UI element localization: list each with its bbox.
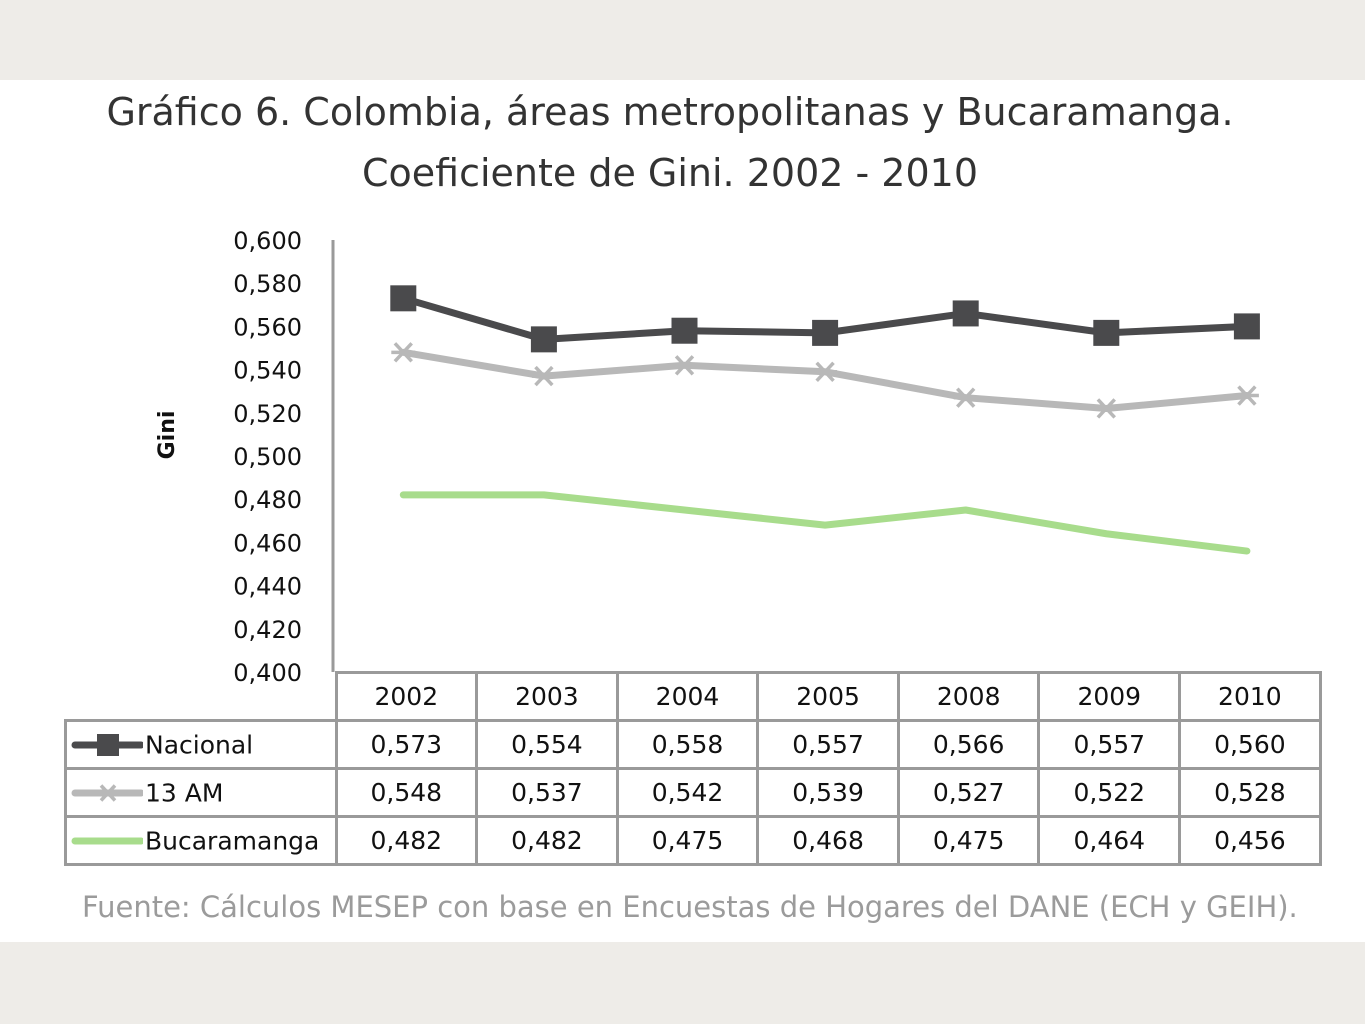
legend-label: Nacional xyxy=(145,730,254,760)
data-label: 0,464 xyxy=(1037,815,1182,866)
y-tick-label: 0,480 xyxy=(233,486,302,514)
series-line xyxy=(399,491,1251,555)
series-layer xyxy=(390,285,1260,555)
x-tick-label: 2005 xyxy=(756,671,900,722)
source-note: Fuente: Cálculos MESEP con base en Encue… xyxy=(82,890,1298,924)
series-nacional xyxy=(390,285,1260,353)
data-point-square xyxy=(952,300,979,327)
table-header-row: 2002 2003 2004 2005 2008 2009 2010 xyxy=(65,671,1322,722)
data-label: 0,475 xyxy=(615,815,760,866)
x-tick-label: 2009 xyxy=(1037,671,1182,722)
series-13-am xyxy=(391,342,1259,419)
y-tick-label: 0,540 xyxy=(233,357,302,385)
data-label: 0,537 xyxy=(475,767,619,818)
data-label: 0,557 xyxy=(756,719,900,770)
data-label: 0,468 xyxy=(756,815,900,866)
legend-key xyxy=(71,784,143,802)
y-tick-label: 0,580 xyxy=(233,270,302,298)
data-table: 2002 2003 2004 2005 2008 2009 2010 Nacional 0,57… xyxy=(64,671,1322,866)
data-label: 0,573 xyxy=(334,719,479,770)
data-point-square xyxy=(530,326,557,353)
data-point-star xyxy=(531,365,556,387)
data-label: 0,522 xyxy=(1037,767,1182,818)
legend-label: 13 AM xyxy=(145,778,224,808)
data-point-square xyxy=(1093,319,1120,346)
legend-entry: 13 AM xyxy=(64,767,338,818)
data-label: 0,527 xyxy=(896,767,1041,818)
x-tick-label: 2004 xyxy=(615,671,760,722)
series-line xyxy=(399,348,1251,412)
data-label: 0,548 xyxy=(334,767,479,818)
x-tick-label: 2002 xyxy=(334,671,479,722)
data-point-square xyxy=(390,285,417,312)
data-point-star xyxy=(391,342,416,363)
legend-label: Bucaramanga xyxy=(145,826,320,856)
y-tick-label: 0,460 xyxy=(233,529,302,557)
series-bucaramanga xyxy=(399,491,1251,555)
data-label: 0,528 xyxy=(1178,767,1322,818)
data-label: 0,558 xyxy=(615,719,760,770)
x-tick-label: 2003 xyxy=(475,671,619,722)
y-tick-label: 0,440 xyxy=(233,573,302,601)
y-tick-label: 0,560 xyxy=(233,313,302,341)
data-label: 0,560 xyxy=(1178,719,1322,770)
table-row: 13 AM 0,548 0,537 0,542 0,539 0,527 0,522 0,528 xyxy=(64,767,1322,818)
x-tick-label: 2010 xyxy=(1178,671,1322,722)
data-label: 0,542 xyxy=(615,767,760,818)
chart-title-line-2: Coeficiente de Gini. 2002 - 2010 xyxy=(361,151,979,195)
data-point-square xyxy=(1233,313,1260,340)
legend-key xyxy=(71,734,143,756)
data-point-star xyxy=(1094,398,1119,419)
legend-key-marker xyxy=(97,734,119,756)
table-row: Bucaramanga 0,482 0,482 0,475 0,468 0,475 0,46… xyxy=(64,815,1322,866)
data-point-star xyxy=(953,387,978,408)
legend-entry: Nacional xyxy=(64,719,338,770)
data-label: 0,482 xyxy=(475,815,619,866)
data-point-square xyxy=(671,317,698,344)
y-tick-label: 0,600 xyxy=(233,227,302,255)
data-label: 0,539 xyxy=(756,767,900,818)
data-label: 0,557 xyxy=(1037,719,1182,770)
y-tick-label: 0,420 xyxy=(233,616,302,644)
x-tick-label: 2008 xyxy=(896,671,1041,722)
legend-key xyxy=(71,837,143,845)
data-point-square xyxy=(812,319,839,346)
data-point-star xyxy=(98,784,118,802)
chart-title-line-1: Gráfico 6. Colombia, áreas metropolitana… xyxy=(106,90,1234,134)
data-label: 0,475 xyxy=(896,815,1041,866)
data-label: 0,566 xyxy=(896,719,1041,770)
data-point-star xyxy=(813,361,838,382)
data-point-star xyxy=(672,355,697,376)
y-axis-ticks: 0,600 0,580 0,560 0,540 0,520 0,500 0,480 0,460… xyxy=(233,227,302,687)
legend-entry: Bucaramanga xyxy=(64,815,338,866)
table-row: Nacional 0,573 0,554 0,558 0,557 0,566 0,557 0,… xyxy=(64,719,1322,770)
y-tick-label: 0,500 xyxy=(233,443,302,471)
data-label: 0,482 xyxy=(334,815,479,866)
table-corner xyxy=(65,672,338,722)
y-tick-label: 0,520 xyxy=(233,400,302,428)
data-point-star xyxy=(1234,385,1259,406)
data-label: 0,456 xyxy=(1178,815,1322,866)
data-label: 0,554 xyxy=(475,719,619,770)
chart-title: Gráfico 6. Colombia, áreas metropolitana… xyxy=(0,82,1340,204)
